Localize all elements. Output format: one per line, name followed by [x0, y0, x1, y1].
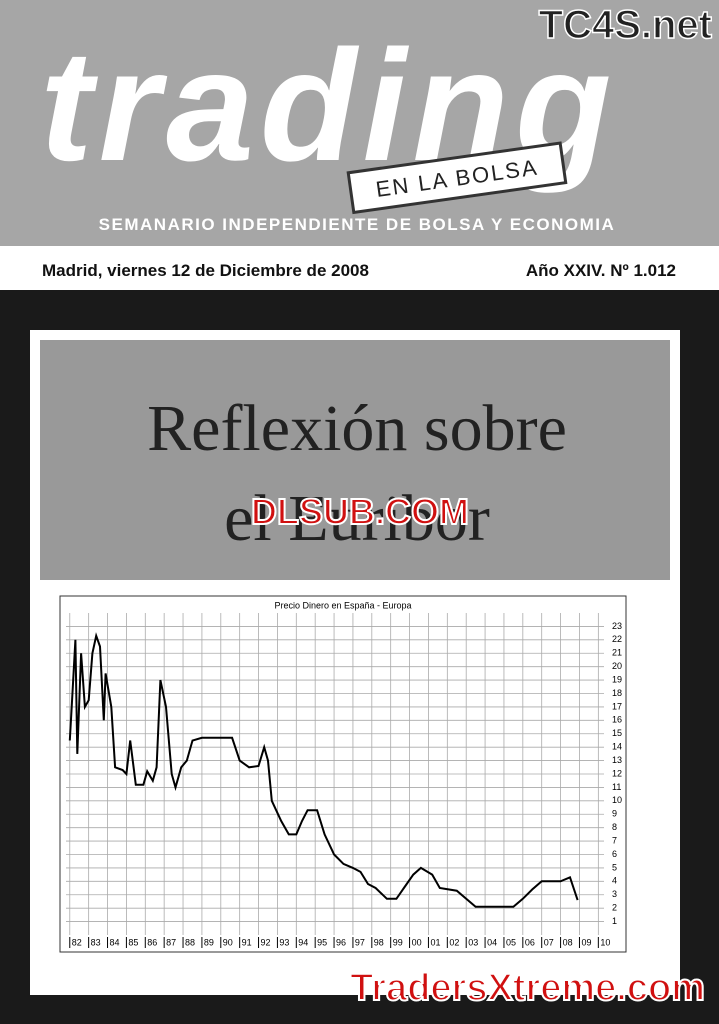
x-tick-label: 05 [506, 937, 516, 947]
x-tick-label: 90 [223, 937, 233, 947]
x-tick-label: 82 [72, 937, 82, 947]
x-tick-label: 88 [185, 937, 195, 947]
watermark: TradersXtreme.com [350, 967, 705, 1009]
x-tick-label: 96 [336, 937, 346, 947]
y-tick-label: 22 [612, 634, 622, 644]
x-tick-label: 87 [166, 937, 176, 947]
y-tick-label: 8 [612, 822, 617, 832]
x-tick-label: 02 [449, 937, 459, 947]
x-tick-label: 94 [298, 937, 308, 947]
headline-line: el Euribor [224, 482, 490, 555]
y-tick-label: 6 [612, 849, 617, 859]
x-tick-label: 09 [581, 937, 591, 947]
y-tick-label: 17 [612, 701, 622, 711]
y-tick-label: 9 [612, 809, 617, 819]
x-tick-label: 95 [317, 937, 327, 947]
x-tick-label: 00 [412, 937, 422, 947]
x-tick-label: 83 [91, 937, 101, 947]
x-tick-label: 06 [525, 937, 535, 947]
x-tick-label: 85 [128, 937, 138, 947]
y-tick-label: 21 [612, 648, 622, 658]
x-tick-label: 86 [147, 937, 157, 947]
y-tick-label: 2 [612, 903, 617, 913]
y-tick-label: 3 [612, 889, 617, 899]
y-tick-label: 4 [612, 876, 617, 886]
x-tick-label: 01 [430, 937, 440, 947]
y-tick-label: 1 [612, 916, 617, 926]
x-tick-label: 93 [279, 937, 289, 947]
y-tick-label: 10 [612, 795, 622, 805]
y-tick-label: 11 [612, 782, 621, 792]
y-tick-label: 15 [612, 728, 622, 738]
y-tick-label: 7 [612, 835, 617, 845]
brand: TC4S.net [539, 3, 712, 47]
x-tick-label: 91 [242, 937, 252, 947]
dateline-band [0, 246, 719, 290]
headline-box [40, 340, 670, 580]
y-tick-label: 14 [612, 742, 622, 752]
issue: Año XXIV. Nº 1.012 [526, 261, 676, 280]
y-tick-label: 5 [612, 862, 617, 872]
x-tick-label: 97 [355, 937, 365, 947]
date: Madrid, viernes 12 de Diciembre de 2008 [42, 261, 369, 280]
x-tick-label: 03 [468, 937, 478, 947]
x-tick-label: 04 [487, 937, 497, 947]
x-tick-label: 07 [544, 937, 554, 947]
watermark: DLSUB.COM [251, 491, 469, 532]
y-tick-label: 23 [612, 621, 622, 631]
x-tick-label: 98 [374, 937, 384, 947]
x-tick-label: 84 [110, 937, 120, 947]
x-tick-label: 10 [600, 937, 610, 947]
x-tick-label: 89 [204, 937, 214, 947]
tag-box [346, 141, 568, 215]
chart-title: Precio Dinero en España - Europa [274, 600, 411, 610]
headline-line: Reflexión sobre [147, 392, 567, 465]
y-tick-label: 20 [612, 661, 622, 671]
y-tick-label: 16 [612, 715, 622, 725]
y-tick-label: 18 [612, 688, 622, 698]
x-tick-label: 92 [261, 937, 271, 947]
x-tick-label: 08 [563, 937, 573, 947]
y-tick-label: 19 [612, 674, 622, 684]
y-tick-label: 13 [612, 755, 622, 765]
x-tick-label: 99 [393, 937, 403, 947]
y-tick-label: 12 [612, 768, 622, 778]
subtitle: SEMANARIO INDEPENDIENTE DE BOLSA Y ECONO… [99, 215, 616, 234]
data-line [68, 632, 579, 908]
